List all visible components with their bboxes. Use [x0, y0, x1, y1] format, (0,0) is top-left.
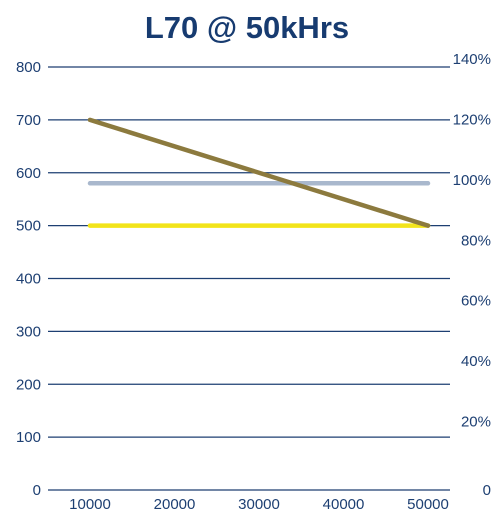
series-lines: [87, 117, 431, 228]
x-tick-label-3: 40000: [323, 496, 365, 512]
y2-tick-label-4: 80%: [461, 232, 491, 249]
x-tick-label-0: 10000: [69, 496, 111, 512]
y-tick-label-1: 100: [16, 429, 41, 446]
y-tick-label-2: 200: [16, 376, 41, 393]
y2-tick-label-2: 40%: [461, 353, 491, 370]
grid-lines: [48, 66, 450, 491]
y-tick-label-8: 800: [16, 59, 41, 76]
x-tick-label-2: 30000: [238, 496, 280, 512]
y2-tick-label-1: 20%: [461, 414, 491, 431]
chart-title: L70 @ 50kHrs: [145, 10, 349, 45]
x-axis: 10000 20000 30000 40000 50000: [69, 496, 449, 512]
y-tick-label-5: 500: [16, 218, 41, 235]
y-tick-label-0: 0: [33, 482, 41, 499]
y-tick-label-3: 300: [16, 323, 41, 340]
left-y-axis: 0 100 200 300 400 500 600 700 800: [16, 59, 41, 499]
y-tick-label-7: 700: [16, 112, 41, 129]
y2-tick-label-0: 0: [483, 482, 491, 499]
y-tick-label-4: 400: [16, 271, 41, 288]
x-tick-label-4: 50000: [407, 496, 449, 512]
y-tick-label-6: 600: [16, 165, 41, 182]
x-tick-label-1: 20000: [154, 496, 196, 512]
series-line-0: [87, 117, 431, 228]
y2-tick-label-6: 120%: [453, 111, 491, 128]
y2-tick-label-5: 100%: [453, 172, 491, 189]
right-y-axis: 0 20% 40% 60% 80% 100% 120% 140%: [453, 51, 491, 499]
y2-tick-label-7: 140%: [453, 51, 491, 68]
y2-tick-label-3: 60%: [461, 293, 491, 310]
